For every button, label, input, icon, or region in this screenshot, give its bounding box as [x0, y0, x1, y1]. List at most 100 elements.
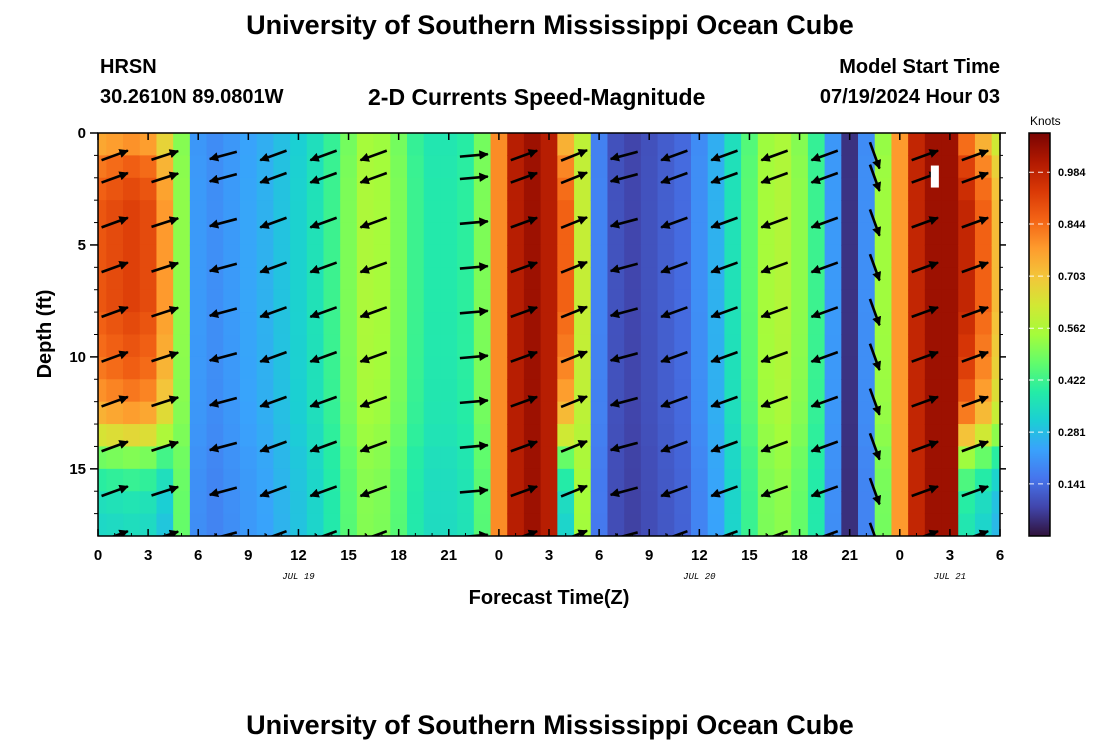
heatmap-cell: [490, 468, 508, 492]
heatmap-cell: [657, 200, 675, 224]
heatmap-cell: [223, 446, 241, 470]
heatmap-cell: [590, 356, 609, 380]
heatmap-cell: [256, 424, 274, 448]
chart-title-repeat: University of Southern Mississippi Ocean…: [246, 710, 854, 740]
heatmap-cell: [473, 133, 492, 156]
heatmap-cell: [490, 177, 508, 201]
heatmap-cell: [707, 424, 725, 448]
current-vector: [520, 529, 538, 536]
current-vector: [309, 216, 338, 229]
heatmap-cell: [791, 379, 809, 403]
heatmap-cell: [273, 401, 291, 425]
heatmap-cell: [490, 312, 508, 336]
heatmap-cell: [189, 267, 208, 291]
current-vector: [810, 216, 839, 229]
current-vector: [868, 253, 882, 282]
heatmap-cell: [306, 468, 325, 492]
current-vector: [359, 485, 388, 498]
heatmap-cell: [123, 177, 141, 201]
heatmap-cell: [373, 222, 391, 246]
current-vector: [510, 216, 538, 229]
heatmap-cell: [741, 356, 759, 380]
heatmap-cell: [724, 177, 742, 201]
heatmap-cell: [457, 267, 475, 291]
current-vector: [459, 172, 489, 182]
heatmap-cell: [858, 200, 876, 224]
current-vector: [810, 395, 839, 408]
heatmap-cell: [674, 401, 692, 425]
heatmap-cell: [440, 267, 458, 291]
heatmap-cell: [674, 222, 692, 246]
heatmap-cell: [356, 424, 375, 448]
heatmap-cell: [473, 222, 492, 246]
current-vector: [309, 306, 338, 319]
heatmap-cell: [841, 379, 859, 403]
heatmap-cell: [106, 267, 124, 291]
current-vector: [208, 531, 238, 536]
heatmap-cell: [874, 334, 893, 358]
heatmap-cell: [98, 312, 107, 336]
heatmap-cell: [941, 200, 959, 224]
heatmap-cell: [373, 177, 391, 201]
heatmap-cell: [440, 312, 458, 336]
heatmap-cell: [874, 468, 893, 492]
heatmap-cell: [590, 177, 609, 201]
heatmap-cell: [607, 133, 625, 156]
heatmap-cell: [690, 289, 709, 313]
heatmap-cell: [941, 177, 959, 201]
current-vector: [459, 217, 489, 227]
heatmap-cell: [189, 446, 208, 470]
heatmap-cell: [657, 379, 675, 403]
heatmap-cell: [340, 491, 358, 515]
heatmap-cell: [540, 177, 558, 201]
heatmap-cell: [373, 312, 391, 336]
heatmap-cell: [774, 222, 792, 246]
heatmap-cell: [223, 133, 241, 156]
heatmap-cell: [707, 468, 725, 492]
heatmap-cell: [791, 267, 809, 291]
current-vector: [101, 171, 129, 184]
current-vector: [911, 440, 939, 453]
heatmap-cell: [173, 222, 191, 246]
heatmap-cell: [206, 424, 224, 448]
heatmap-cell: [98, 424, 107, 448]
heatmap-cell: [98, 513, 107, 536]
current-vector: [760, 171, 789, 185]
heatmap-cell: [173, 312, 191, 336]
x-tick-label: 3: [144, 547, 152, 564]
heatmap-cell: [473, 155, 492, 179]
heatmap-cell: [390, 491, 408, 515]
current-vector: [459, 150, 489, 160]
heatmap-cell: [807, 379, 826, 403]
current-vector: [609, 150, 639, 162]
heatmap-cell: [640, 424, 659, 448]
current-vector: [868, 298, 882, 327]
heatmap-cell: [440, 222, 458, 246]
heatmap-cell: [624, 267, 642, 291]
heatmap-cell: [991, 356, 1000, 380]
heatmap-cell: [707, 379, 725, 403]
station-name: HRSN: [100, 56, 157, 78]
heatmap-cell: [774, 401, 792, 425]
colorbar-scale: [1028, 132, 1051, 537]
heatmap-cell: [607, 379, 625, 403]
current-vector: [208, 150, 238, 162]
heatmap-cell: [741, 177, 759, 201]
current-vector: [151, 305, 180, 318]
current-vector: [101, 484, 129, 498]
heatmap-cell: [624, 379, 642, 403]
heatmap-cell: [390, 334, 408, 358]
heatmap-cell: [891, 491, 909, 515]
heatmap-cell: [824, 312, 842, 336]
heatmap-cell: [457, 334, 475, 358]
current-vector: [259, 171, 287, 185]
heatmap-cell: [473, 401, 492, 425]
heatmap-cell: [223, 289, 241, 313]
heatmap-cell: [139, 155, 158, 179]
heatmap-cell: [958, 424, 976, 448]
x-tick-label: 15: [340, 547, 357, 564]
heatmap-cell: [841, 401, 859, 425]
heatmap-cell: [407, 424, 425, 448]
annotations: [930, 165, 939, 188]
heatmap-cell: [189, 513, 208, 536]
